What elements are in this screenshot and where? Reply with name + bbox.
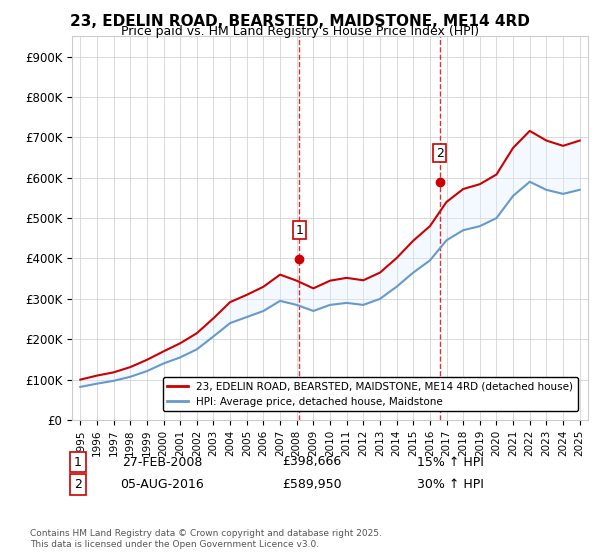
Text: Price paid vs. HM Land Registry's House Price Index (HPI): Price paid vs. HM Land Registry's House … [121, 25, 479, 38]
Text: Contains HM Land Registry data © Crown copyright and database right 2025.
This d: Contains HM Land Registry data © Crown c… [30, 529, 382, 549]
Text: 1: 1 [74, 455, 82, 469]
Text: £398,666: £398,666 [283, 455, 341, 469]
Text: 2: 2 [74, 478, 82, 491]
Text: 2: 2 [436, 147, 443, 160]
Text: 27-FEB-2008: 27-FEB-2008 [122, 455, 202, 469]
Legend: 23, EDELIN ROAD, BEARSTED, MAIDSTONE, ME14 4RD (detached house), HPI: Average pr: 23, EDELIN ROAD, BEARSTED, MAIDSTONE, ME… [163, 377, 578, 411]
Text: 1: 1 [295, 224, 303, 237]
Text: 15% ↑ HPI: 15% ↑ HPI [416, 455, 484, 469]
Text: £589,950: £589,950 [282, 478, 342, 491]
Text: 23, EDELIN ROAD, BEARSTED, MAIDSTONE, ME14 4RD: 23, EDELIN ROAD, BEARSTED, MAIDSTONE, ME… [70, 14, 530, 29]
Text: 05-AUG-2016: 05-AUG-2016 [120, 478, 204, 491]
Text: 30% ↑ HPI: 30% ↑ HPI [416, 478, 484, 491]
